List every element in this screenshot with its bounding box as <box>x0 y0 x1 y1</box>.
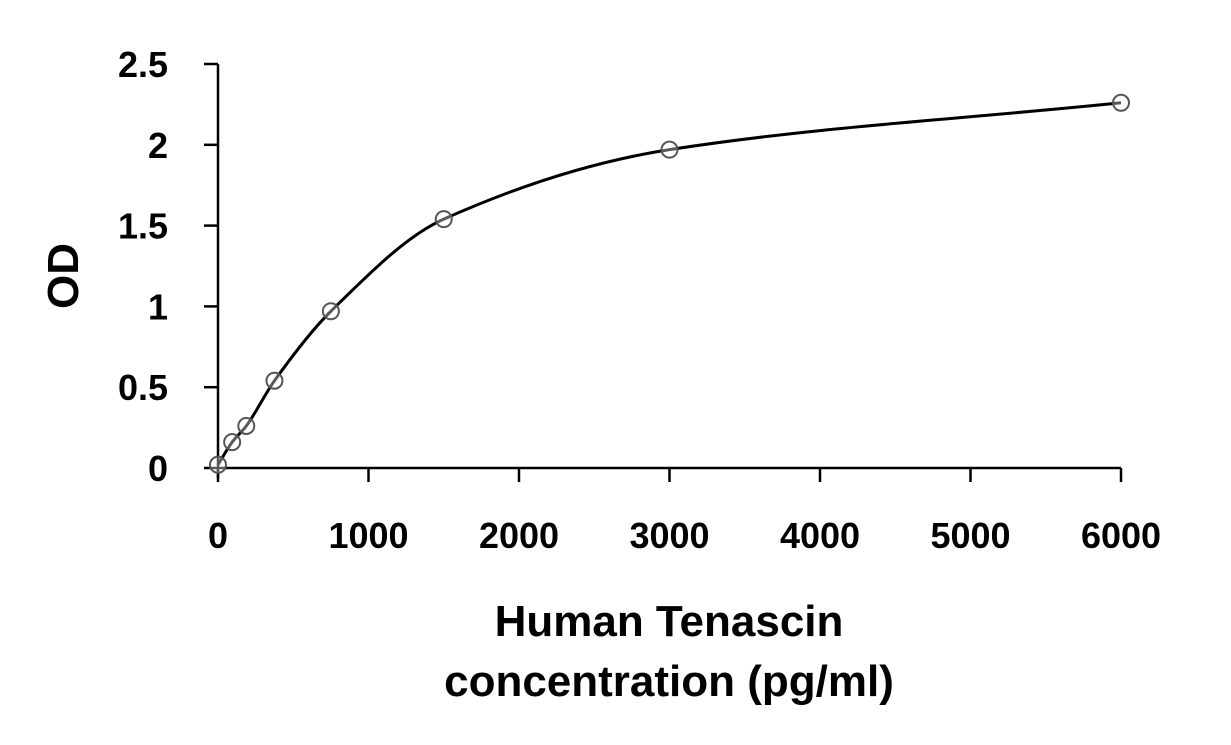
y-tick-label: 2.5 <box>118 44 168 85</box>
x-tick-label: 5000 <box>930 515 1010 556</box>
fit-curve-layer <box>216 101 1122 466</box>
data-point <box>237 416 256 435</box>
y-tick-label: 2 <box>148 125 168 166</box>
x-tick-label: 6000 <box>1081 515 1161 556</box>
y-tick-label: 0.5 <box>118 367 168 408</box>
y-axis: 0 0.5 1 1.5 2 2.5 <box>118 44 220 489</box>
x-tick-label: 1000 <box>328 515 408 556</box>
data-point <box>265 371 284 390</box>
y-tick-label: 1 <box>148 286 168 327</box>
y-axis-label: OD <box>39 243 88 309</box>
x-tick-label: 3000 <box>629 515 709 556</box>
x-tick-label: 4000 <box>780 515 860 556</box>
data-point <box>223 433 242 452</box>
data-points-layer <box>209 93 1130 474</box>
x-tick-label: 2000 <box>479 515 559 556</box>
data-point <box>1112 93 1130 112</box>
data-point <box>660 140 679 159</box>
data-point <box>434 210 453 229</box>
data-point <box>321 302 340 321</box>
x-axis: 0 1000 2000 3000 4000 5000 6000 <box>208 466 1161 556</box>
y-tick-label: 0 <box>148 448 168 489</box>
x-tick-label: 0 <box>208 515 228 556</box>
y-tick-label: 1.5 <box>118 206 168 247</box>
fit-curve <box>216 101 1122 466</box>
x-axis-label-line-2: concentration (pg/ml) <box>444 657 894 706</box>
data-point <box>209 455 227 474</box>
x-axis-label-line-1: Human Tenascin <box>495 597 844 646</box>
